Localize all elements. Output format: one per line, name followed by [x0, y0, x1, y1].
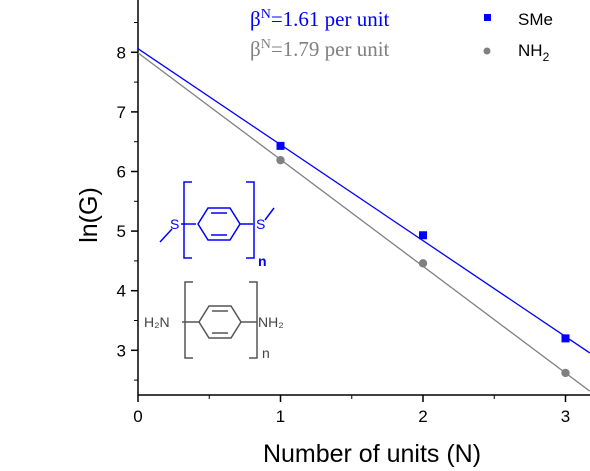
- sme-right-atom: S: [256, 216, 265, 232]
- sme-left-atom: S: [170, 216, 179, 232]
- nh2-bracket-left: [184, 281, 193, 359]
- nh2-benzene-inner: [212, 310, 228, 334]
- sme-repeat-label: n: [258, 253, 267, 269]
- x-axis-title: Number of units (N): [263, 440, 481, 468]
- data-point-circle: [276, 155, 285, 165]
- x-tick-label: 3: [561, 407, 570, 426]
- fit-line-0: [137, 48, 590, 354]
- legend-beta-nh2: βN=1.79 per unit: [250, 37, 390, 61]
- legend-beta-sme: βN=1.61 per unit: [250, 7, 390, 31]
- fit-line-1: [137, 52, 590, 392]
- y-tick-label: 3: [117, 341, 126, 360]
- legend-marker-sme: [484, 14, 491, 21]
- sme-benzene-inner: [211, 212, 227, 236]
- y-tick-label: 4: [117, 282, 126, 301]
- data-markers: [276, 141, 570, 378]
- sme-left-methyl: [159, 228, 173, 243]
- data-point-circle: [418, 259, 428, 268]
- y-tick-label: 8: [117, 43, 126, 62]
- sme-bracket-left: [183, 181, 192, 259]
- y-tick-label: 7: [117, 103, 126, 122]
- data-point-square: [276, 141, 285, 150]
- data-point-circle: [561, 368, 570, 378]
- sme-right-methyl: [264, 207, 275, 221]
- y-tick-label: 6: [117, 163, 126, 182]
- x-tick-label: 1: [276, 407, 285, 426]
- legend: βN=1.61 per unit SMe βN=1.79 per unit NH…: [250, 7, 553, 64]
- nh2-repeat-label: n: [262, 345, 270, 361]
- molecule-nh2: [182, 281, 258, 359]
- nh2-right-atom: NH₂: [258, 314, 284, 330]
- legend-marker-nh2: [483, 47, 491, 55]
- molecule-sme: [159, 181, 275, 259]
- nh2-left-atom: H₂N: [144, 314, 170, 330]
- y-tick-label: 5: [117, 222, 126, 241]
- data-point-square: [561, 334, 570, 343]
- legend-label-nh2: NH2: [518, 41, 550, 64]
- x-tick-label: 0: [133, 407, 142, 426]
- data-point-square: [419, 231, 427, 240]
- legend-label-sme: SMe: [518, 10, 553, 29]
- sme-bracket-right: [246, 181, 255, 259]
- x-tick-label: 2: [418, 407, 427, 426]
- y-axis-title: ln(G): [75, 187, 103, 243]
- axis-ticks: 0 1 2 3 3 4 5 6 7 8: [117, 22, 570, 426]
- nh2-bracket-right: [249, 281, 258, 359]
- fit-lines: [137, 48, 590, 392]
